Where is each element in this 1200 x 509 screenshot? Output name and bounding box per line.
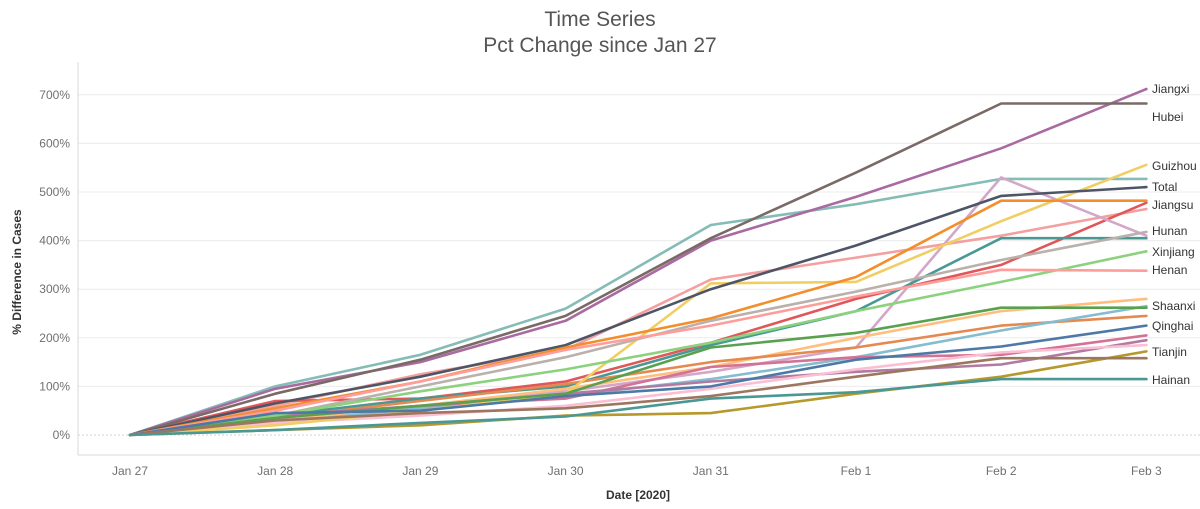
series-line-qinghai (128, 324, 1148, 437)
series-line-total (128, 185, 1148, 437)
end-label-henan: Henan (1152, 263, 1187, 277)
y-tick-label: 100% (39, 379, 70, 393)
series-line-hainan (128, 377, 1148, 437)
series-line-jiangsu (128, 199, 1148, 437)
series-lines (128, 87, 1148, 437)
end-label-qinghai: Qinghai (1152, 319, 1193, 333)
y-tick-label: 0% (53, 428, 71, 442)
axes: 0% 100% 200% 300% 400% 500% 600% 700% Jan 27 Jan … (39, 62, 1200, 478)
end-label-tianjin: Tianjin (1152, 345, 1187, 359)
y-tick-label: 700% (39, 88, 70, 102)
series-end-labels: Jiangxi Hubei Guizhou Total Jiangsu Hunan Xinj… (1152, 82, 1197, 387)
end-label-guizhou: Guizhou (1152, 159, 1197, 173)
x-tick-label: Feb 3 (1131, 464, 1162, 478)
series-line-shaanxi (128, 306, 1148, 437)
chart-subtitle: Pct Change since Jan 27 (483, 34, 717, 57)
x-tick-label: Jan 30 (548, 464, 584, 478)
series-line-henan (128, 268, 1148, 437)
x-tick-label: Jan 31 (693, 464, 729, 478)
y-tick-label: 600% (39, 136, 70, 150)
end-label-total: Total (1152, 180, 1177, 194)
series-line-jiangxi (128, 87, 1148, 437)
y-axis-title: % Difference in Cases (10, 209, 24, 335)
x-tick-label: Feb 2 (986, 464, 1017, 478)
end-label-hubei: Hubei (1152, 110, 1183, 124)
y-tick-label: 400% (39, 234, 70, 248)
end-label-hunan: Hunan (1152, 224, 1187, 238)
x-tick-label: Jan 29 (402, 464, 438, 478)
chart-title: Time Series (544, 8, 656, 31)
series-line-hubei (128, 102, 1148, 437)
x-tick-label: Jan 27 (112, 464, 148, 478)
x-tick-label: Jan 28 (257, 464, 293, 478)
series-line-guangdong (128, 201, 1148, 437)
end-label-shaanxi: Shaanxi (1152, 299, 1195, 313)
end-label-hainan: Hainan (1152, 373, 1190, 387)
y-tick-label: 500% (39, 185, 70, 199)
y-tick-label: 300% (39, 282, 70, 296)
end-label-xinjiang: Xinjiang (1152, 245, 1195, 259)
series-line-tianjin (128, 356, 1148, 437)
x-tick-label: Feb 1 (841, 464, 872, 478)
end-label-jiangsu: Jiangsu (1152, 198, 1193, 212)
x-axis-title: Date [2020] (606, 488, 670, 502)
series-line-hebei (128, 177, 1148, 437)
end-label-jiangxi: Jiangxi (1152, 82, 1189, 96)
y-tick-label: 200% (39, 331, 70, 345)
